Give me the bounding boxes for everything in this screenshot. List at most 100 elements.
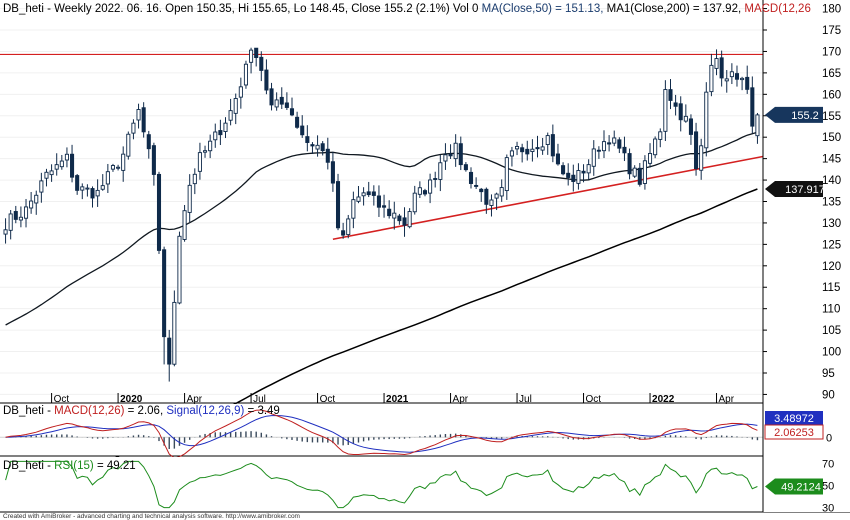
candle-up [407, 211, 412, 228]
price-tick-label: 90 [822, 389, 835, 401]
candle-up [182, 210, 187, 240]
rsi-pane-title-segment: = 49.21 [94, 460, 136, 472]
time-tick-label: Apr [453, 394, 469, 405]
price-pane-title: DB_heti - Weekly 2022. 06. 16. Open 150.… [3, 3, 811, 15]
candle-up [714, 58, 719, 69]
candle-up [438, 162, 443, 180]
rsi-pane-title-segment: RSI(15) [54, 460, 94, 472]
candle-down [622, 146, 627, 154]
candle-up [187, 184, 192, 213]
candle-up [504, 157, 509, 192]
candle-up [34, 194, 39, 204]
candle-up [494, 193, 499, 199]
candle-up [453, 142, 458, 160]
candle-down [376, 195, 381, 208]
candle-down [289, 108, 295, 116]
candle-down [325, 148, 330, 163]
candle-up [704, 91, 709, 149]
price-tick-label: 135 [822, 197, 841, 209]
candle-down [320, 143, 325, 152]
price-pane-title-segment: MA1(Close,200) = 137.92, [607, 3, 745, 15]
candle-down [422, 190, 428, 195]
candle-up [54, 164, 59, 170]
candle-down [218, 130, 223, 136]
candle-down [305, 136, 310, 143]
price-tick-label: 145 [822, 154, 841, 166]
price-pane-title-segment: DB_heti - Weekly 2022. 06. 16. Open 150.… [3, 3, 482, 15]
macd-pane-title-segment: Signal(12,26,9) [166, 405, 244, 417]
candle-down [474, 184, 479, 187]
candle-up [64, 153, 69, 161]
candle-down [678, 103, 683, 121]
candle-up [699, 145, 704, 171]
candle-down [295, 116, 300, 128]
macd-pane-title-segment: MACD(12,26) [54, 405, 124, 417]
price-pane [0, 8, 763, 395]
signal-line [5, 414, 758, 453]
candle-up [443, 154, 448, 162]
candle-down [458, 143, 463, 166]
price-pane-title-segment: MA(Close,50) = 151.13, [482, 3, 607, 15]
macd-badge: 2.06253 [774, 427, 814, 439]
candle-down [70, 153, 75, 178]
rsi-tick-label: 70 [822, 459, 834, 471]
candle-up [197, 152, 202, 172]
candle-up [177, 235, 182, 304]
rsi-pane-bg [0, 457, 763, 512]
candle-down [259, 56, 264, 71]
candle-up [642, 160, 647, 184]
pane-titles: DB_heti - Weekly 2022. 06. 16. Open 150.… [3, 3, 811, 472]
last-price-badge-bg [765, 106, 823, 123]
candle-down [555, 153, 560, 165]
candle-up [136, 109, 141, 121]
candle-up [85, 187, 90, 190]
price-tick-label: 150 [822, 132, 841, 144]
candle-up [121, 153, 126, 171]
candle-up [392, 212, 397, 219]
price-tick-label: 180 [822, 4, 841, 16]
candle-up [591, 148, 596, 167]
candle-up [540, 146, 545, 151]
candle-down [561, 165, 566, 175]
candle-down [734, 73, 740, 80]
signal-badge: 3.48972 [774, 413, 814, 425]
candle-up [29, 200, 34, 209]
rsi-pane-title: DB_heti - RSI(15) = 49.21 [3, 460, 136, 472]
candle-up [724, 78, 729, 82]
price-pane-title-segment: MACD(12,26 [744, 3, 810, 15]
candle-up [110, 165, 116, 170]
candle-up [223, 122, 228, 132]
candle-up [647, 152, 653, 164]
time-tick-label: Oct [320, 394, 336, 405]
candle-down [151, 145, 156, 175]
candle-down [520, 147, 525, 153]
candle-down [448, 153, 453, 157]
candle-up [315, 144, 320, 150]
time-tick-label: Jul [253, 394, 266, 405]
candle-down [550, 134, 555, 157]
candle-up [729, 71, 734, 78]
candle-up [412, 192, 417, 213]
candle-up [346, 218, 351, 236]
candle-down [668, 89, 673, 101]
candle-down [264, 69, 269, 91]
macd-pane-title-segment: = 2.06, [124, 405, 166, 417]
candle-up [499, 187, 504, 197]
macd-pane-title-segment: DB_heti - [3, 405, 54, 417]
candle-up [59, 160, 64, 168]
candle-up [105, 171, 110, 185]
candle-down [617, 139, 622, 149]
price-tick-label: 170 [822, 46, 841, 58]
candle-up [39, 180, 44, 193]
candle-down [284, 102, 289, 108]
candle-down [750, 87, 755, 127]
candle-up [351, 199, 356, 219]
candle-down [627, 153, 632, 175]
candle-up [172, 301, 177, 365]
candle-up [80, 186, 85, 191]
candle-up [632, 167, 637, 177]
rsi-line [5, 460, 758, 509]
candle-up [3, 229, 8, 235]
candle-down [566, 172, 571, 178]
candle-down [535, 147, 540, 150]
